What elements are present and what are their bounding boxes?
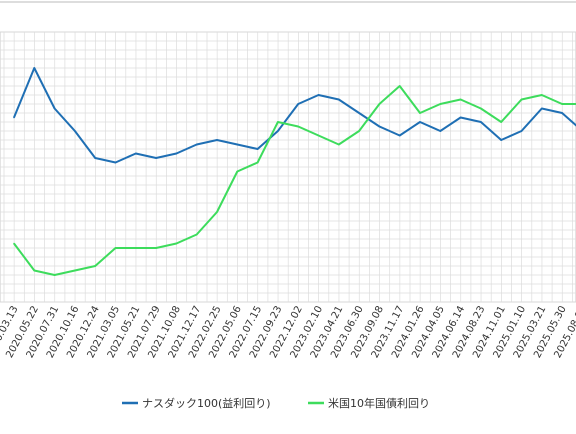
- series-0-point: [480, 121, 482, 123]
- series-layer: [13, 67, 576, 276]
- series-1-point: [419, 112, 421, 114]
- series-0-point: [459, 116, 462, 119]
- series-1-point: [216, 211, 218, 213]
- series-0-point: [297, 103, 300, 105]
- series-1-point: [459, 98, 462, 101]
- series-1-point: [338, 143, 340, 146]
- series-1-point: [561, 103, 563, 105]
- series-0-point: [53, 107, 56, 110]
- series-1-point: [114, 247, 117, 249]
- series-0-point: [216, 139, 218, 141]
- series-0-point: [378, 125, 381, 128]
- series-0-point: [155, 157, 157, 159]
- series-1-point: [135, 247, 137, 249]
- series-0-point: [256, 148, 259, 150]
- series-1-point: [195, 233, 198, 236]
- series-0-point: [277, 130, 279, 132]
- series-1-point: [480, 107, 482, 110]
- series-0-point: [175, 152, 178, 155]
- series-0-point: [561, 112, 563, 114]
- series-1-point: [13, 242, 15, 245]
- series-1-point: [155, 247, 157, 249]
- series-0-point: [195, 143, 198, 146]
- series-1-point: [94, 265, 96, 267]
- series-1-point: [541, 94, 543, 96]
- series-0-point: [338, 98, 340, 101]
- legend: ナスダック100(益利回り) 米国10年国債利回り: [122, 396, 430, 410]
- series-0-point: [358, 112, 360, 114]
- series-0-point: [520, 130, 523, 132]
- legend-label-us10y: 米国10年国債利回り: [328, 396, 430, 410]
- series-0-point: [541, 107, 543, 110]
- series-1-point: [74, 269, 76, 272]
- series-1-point: [236, 170, 239, 173]
- series-1-point: [520, 98, 523, 101]
- tick-layer: 2020.03.132020.05.222020.07.312020.10.16…: [0, 304, 576, 360]
- series-0-point: [317, 94, 320, 96]
- series-0-point: [419, 121, 421, 123]
- series-0-point: [13, 116, 15, 119]
- series-1-point: [439, 103, 442, 105]
- series-1-point: [398, 85, 401, 87]
- series-0-point: [500, 139, 503, 141]
- series-1-point: [500, 121, 503, 123]
- series-0-point: [74, 130, 76, 132]
- series-0-point: [398, 134, 401, 137]
- series-0-point: [135, 152, 137, 155]
- series-0-point: [236, 143, 239, 146]
- series-1-point: [378, 103, 381, 105]
- series-1-point: [53, 274, 56, 276]
- series-0-point: [94, 157, 96, 159]
- series-1-point: [175, 242, 178, 245]
- series-0-point: [33, 67, 36, 69]
- series-1-point: [33, 269, 36, 272]
- grid-layer: [0, 1, 576, 303]
- series-1-point: [317, 134, 320, 137]
- series-0-point: [439, 130, 442, 132]
- series-1-point: [277, 121, 279, 123]
- series-1-point: [297, 125, 300, 128]
- series-0-point: [114, 161, 117, 164]
- series-1-point: [358, 130, 360, 132]
- series-1-point: [256, 161, 259, 164]
- legend-label-nasdaq: ナスダック100(益利回り): [142, 396, 271, 410]
